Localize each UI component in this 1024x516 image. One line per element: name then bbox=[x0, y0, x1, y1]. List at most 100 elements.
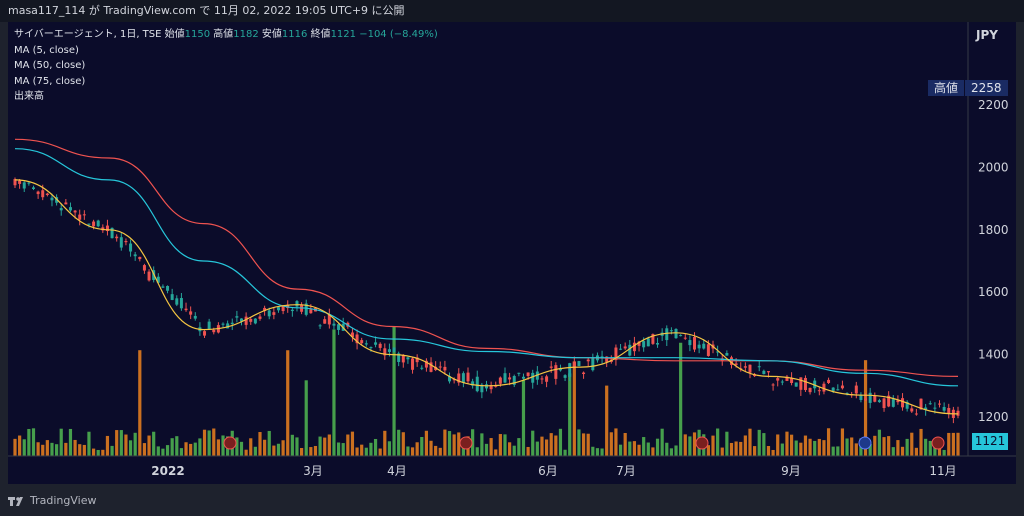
volume-bar bbox=[216, 439, 220, 456]
volume-bar bbox=[887, 436, 891, 456]
candle-body bbox=[790, 378, 794, 383]
volume-bar bbox=[711, 435, 715, 456]
candle-body bbox=[129, 243, 133, 252]
candle-body bbox=[350, 332, 354, 338]
candle-body bbox=[882, 398, 886, 409]
volume-bar bbox=[494, 449, 498, 456]
ohlc-row: サイバーエージェント, 1日, TSE 始値1150 高値1182 安値1116… bbox=[14, 27, 438, 43]
candle-body bbox=[110, 227, 114, 239]
candle-body bbox=[498, 377, 502, 384]
volume-bar bbox=[45, 440, 49, 456]
volume-bar bbox=[850, 437, 854, 456]
legend-ma75[interactable]: MA (75, close) bbox=[14, 75, 86, 87]
candle-body bbox=[762, 370, 766, 375]
candle-body bbox=[471, 381, 475, 386]
candle-body bbox=[854, 385, 858, 394]
volume-bar bbox=[655, 438, 660, 456]
candle-body bbox=[725, 353, 729, 356]
volume-bar bbox=[840, 428, 845, 456]
volume-bar bbox=[623, 432, 627, 456]
volume-bar bbox=[452, 434, 456, 456]
x-tick-label: 4月 bbox=[387, 464, 407, 478]
volume-bar bbox=[614, 428, 618, 456]
candle-body bbox=[438, 366, 442, 368]
volume-bar bbox=[674, 445, 678, 456]
volume-bar bbox=[336, 442, 341, 456]
volume-bar bbox=[364, 447, 368, 456]
candle-body bbox=[82, 214, 86, 216]
candle-body bbox=[706, 344, 710, 356]
volume-bar bbox=[152, 431, 156, 456]
volume-bar bbox=[956, 432, 960, 456]
candle-body bbox=[674, 328, 678, 339]
candle-body bbox=[665, 328, 669, 341]
candle-body bbox=[45, 193, 49, 196]
legend-volume[interactable]: 出来高 bbox=[14, 91, 44, 102]
volume-bar bbox=[221, 435, 225, 456]
volume-bar bbox=[572, 361, 576, 456]
volume-bar bbox=[258, 432, 262, 456]
volume-bar bbox=[947, 432, 951, 456]
volume-bar bbox=[942, 449, 946, 456]
candle-body bbox=[378, 343, 382, 348]
candle-body bbox=[766, 371, 770, 373]
price-chart[interactable]: 2200 2000 1800 1600 1400 1200 2022 3月 4月 6月 7月 9月 1… bbox=[8, 22, 1016, 484]
volume-bar bbox=[554, 435, 558, 456]
candle-body bbox=[318, 325, 322, 327]
candle-body bbox=[189, 311, 193, 315]
event-markers bbox=[223, 436, 945, 450]
volume-bar bbox=[595, 448, 600, 456]
volume-bar bbox=[22, 439, 26, 456]
volume-bar bbox=[119, 430, 123, 456]
chart-area[interactable]: 2200 2000 1800 1600 1400 1200 2022 3月 4月 6月 7月 9月 1… bbox=[8, 22, 1016, 484]
volume-bar bbox=[235, 437, 239, 456]
high-label: 高値 bbox=[213, 29, 234, 40]
candle-body bbox=[267, 310, 271, 317]
footer-brand[interactable]: TradingView bbox=[30, 494, 97, 507]
price-axis[interactable]: 2200 2000 1800 1600 1400 1200 bbox=[978, 98, 1009, 424]
candle-body bbox=[688, 340, 692, 346]
volume-bar bbox=[725, 431, 729, 456]
x-tick-label: 9月 bbox=[781, 464, 801, 478]
volume-bar bbox=[873, 435, 877, 456]
time-axis[interactable]: 2022 3月 4月 6月 7月 9月 11月 bbox=[151, 464, 956, 478]
candle-body bbox=[253, 318, 257, 324]
volume-bar bbox=[600, 448, 604, 456]
legend-ma50[interactable]: MA (50, close) bbox=[14, 60, 86, 71]
volume-bar bbox=[272, 445, 276, 456]
candle-body bbox=[36, 191, 40, 195]
volume-bar bbox=[628, 441, 632, 456]
candle-body bbox=[401, 354, 405, 363]
volume-bar bbox=[424, 430, 429, 456]
legend-ma5[interactable]: MA (5, close) bbox=[14, 44, 79, 56]
volume-bar bbox=[863, 360, 868, 456]
volume-bar bbox=[762, 433, 766, 456]
volume-bar bbox=[68, 428, 73, 456]
volume-bar bbox=[688, 436, 692, 456]
volume-bar bbox=[475, 447, 479, 456]
volume-bar bbox=[346, 434, 350, 456]
volume-bar bbox=[239, 441, 244, 456]
candle-body bbox=[743, 366, 747, 368]
low-label: 安値 bbox=[261, 29, 282, 40]
symbol-title[interactable]: サイバーエージェント, 1日, TSE bbox=[14, 29, 162, 40]
candle-body bbox=[244, 316, 248, 325]
last-price-badge: 1121 bbox=[972, 433, 1008, 450]
candle-body bbox=[531, 372, 535, 383]
candle-body bbox=[355, 334, 359, 344]
candle-body bbox=[18, 180, 22, 184]
close-value: 1121 bbox=[330, 29, 357, 40]
volume-bar bbox=[341, 443, 345, 456]
candle-body bbox=[517, 372, 521, 374]
candle-body bbox=[697, 344, 701, 349]
currency-label[interactable]: JPY bbox=[976, 28, 998, 42]
y-tick-label: 1400 bbox=[978, 348, 1009, 362]
candle-body bbox=[803, 377, 807, 391]
volume-bar bbox=[928, 440, 932, 456]
y-tick-label: 2000 bbox=[978, 160, 1009, 174]
candle-body bbox=[383, 348, 387, 356]
volume-bar bbox=[748, 428, 752, 456]
candle-body bbox=[13, 179, 17, 186]
volume-bar bbox=[905, 438, 909, 456]
earnings-marker-icon bbox=[459, 436, 473, 450]
